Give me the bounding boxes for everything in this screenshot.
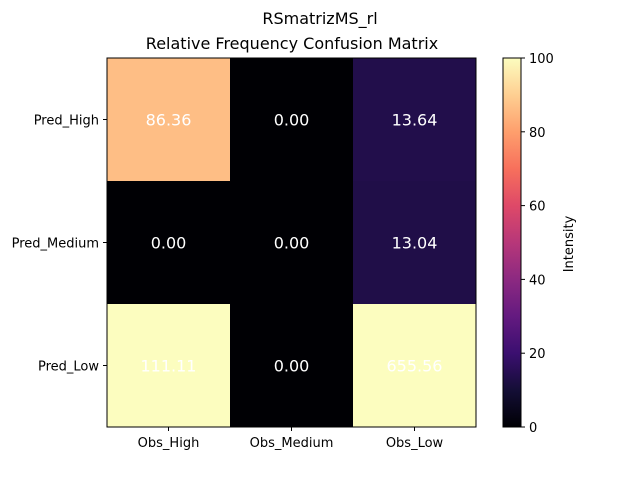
heatmap-cell [107, 304, 231, 428]
heatmap-cell [230, 181, 354, 305]
cell-value-label: 0.00 [151, 234, 187, 253]
colorbar-ticks: 0 20 40 60 80 100 [521, 52, 554, 436]
heatmap-cell [107, 181, 231, 305]
cell-value-label: 13.64 [392, 111, 438, 130]
colorbar-tick-label: 100 [529, 52, 554, 67]
x-axis: Obs_High Obs_Medium Obs_Low [138, 427, 444, 451]
heatmap-cells: 86.36 0.00 13.64 0.00 0.00 13.04 111.11 0.00 655… [107, 58, 477, 428]
x-tick-label: Obs_Low [386, 436, 444, 451]
cell-value-label: 0.00 [274, 111, 310, 130]
chart-title: RSmatrizMS_rl [262, 9, 377, 29]
y-tick-label: Pred_Low [38, 360, 99, 375]
y-tick-label: Pred_Medium [12, 237, 99, 252]
colorbar-tick-label: 60 [529, 200, 546, 215]
cell-value-label: 86.36 [146, 111, 192, 130]
x-tick-label: Obs_High [138, 436, 200, 451]
cell-value-label: 13.04 [392, 234, 438, 253]
colorbar-tick-label: 0 [529, 421, 537, 436]
heatmap-cell [230, 58, 354, 182]
heatmap-cell [353, 181, 477, 305]
heatmap-cell [353, 304, 477, 428]
colorbar-label: Intensity [562, 215, 577, 272]
colorbar [502, 57, 522, 428]
heatmap-cell [353, 58, 477, 182]
heatmap-cell [230, 304, 354, 428]
cell-value-label: 0.00 [274, 357, 310, 376]
colorbar-tick-label: 80 [529, 126, 546, 141]
x-tick-label: Obs_Medium [250, 436, 334, 451]
y-tick-label: Pred_High [34, 114, 99, 129]
cell-value-label: 0.00 [274, 234, 310, 253]
cell-value-label: 111.11 [141, 357, 197, 376]
y-axis: Pred_High Pred_Medium Pred_Low [12, 114, 107, 375]
chart-subtitle: Relative Frequency Confusion Matrix [146, 34, 438, 53]
heatmap-cell [107, 58, 231, 182]
colorbar-tick-label: 20 [529, 347, 546, 362]
colorbar-tick-label: 40 [529, 273, 546, 288]
cell-value-label: 655.56 [387, 357, 443, 376]
